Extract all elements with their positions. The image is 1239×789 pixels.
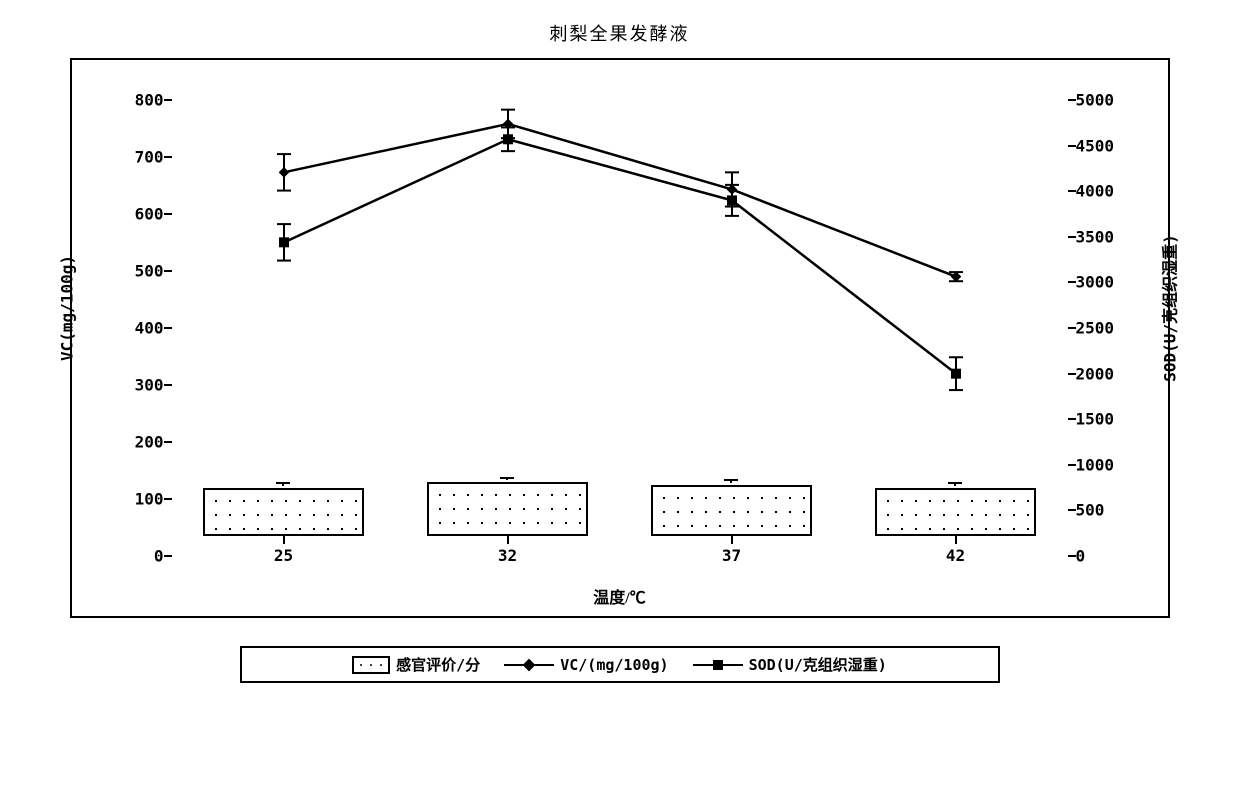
x-tick-mark bbox=[955, 536, 957, 544]
y2-tick-mark bbox=[1068, 464, 1076, 466]
legend-label: SOD(U/克组织湿重) bbox=[749, 654, 887, 675]
y1-tick-label: 800 bbox=[135, 91, 164, 110]
chart-title: 刺梨全果发酵液 bbox=[20, 20, 1219, 46]
y1-tick-label: 100 bbox=[135, 490, 164, 509]
x-tick-label: 32 bbox=[498, 546, 517, 565]
legend-swatch-line-square bbox=[693, 656, 743, 674]
marker-square bbox=[279, 237, 289, 247]
line-series-svg bbox=[172, 80, 1068, 536]
x-tick-mark bbox=[731, 536, 733, 544]
y2-axis: SOD(U/克组织湿重) 050010001500200025003000350… bbox=[1068, 80, 1168, 536]
y1-tick-label: 500 bbox=[135, 262, 164, 281]
legend-label: VC/(mg/100g) bbox=[560, 656, 668, 674]
y1-axis: VC(mg/100g) 0100200300400500600700800 bbox=[72, 80, 172, 536]
y2-tick-label: 4500 bbox=[1076, 136, 1115, 155]
x-tick-mark bbox=[283, 536, 285, 544]
y2-tick-label: 1500 bbox=[1076, 410, 1115, 429]
y2-tick-mark bbox=[1068, 281, 1076, 283]
x-tick-label: 42 bbox=[946, 546, 965, 565]
y1-tick-label: 600 bbox=[135, 205, 164, 224]
y2-tick-label: 3500 bbox=[1076, 227, 1115, 246]
y1-tick-label: 200 bbox=[135, 433, 164, 452]
y2-tick-mark bbox=[1068, 190, 1076, 192]
y1-tick-mark bbox=[164, 555, 172, 557]
bar bbox=[203, 488, 364, 536]
y2-tick-mark bbox=[1068, 555, 1076, 557]
chart-container: 刺梨全果发酵液 VC(mg/100g) 0 100 200 300 400 500 600 7… bbox=[20, 20, 1219, 769]
y1-tick-mark bbox=[164, 441, 172, 443]
y1-tick-mark bbox=[164, 213, 172, 215]
legend-item-bar: 感官评价/分 bbox=[352, 654, 480, 675]
marker-square bbox=[503, 134, 513, 144]
legend: 感官评价/分 VC/(mg/100g) SOD(U/克组织湿重) bbox=[240, 646, 1000, 683]
y2-tick-mark bbox=[1068, 327, 1076, 329]
chart-frame: VC(mg/100g) 0100200300400500600700800 SO… bbox=[70, 58, 1170, 618]
marker-diamond bbox=[278, 167, 289, 178]
plot-area bbox=[172, 80, 1068, 536]
y2-tick-label: 1000 bbox=[1076, 455, 1115, 474]
y2-tick-mark bbox=[1068, 509, 1076, 511]
y1-tick-mark bbox=[164, 327, 172, 329]
y1-tick-label: 300 bbox=[135, 376, 164, 395]
bar bbox=[651, 485, 812, 536]
marker-square bbox=[951, 369, 961, 379]
legend-label: 感官评价/分 bbox=[396, 654, 480, 675]
x-tick-mark bbox=[507, 536, 509, 544]
y1-tick-mark bbox=[164, 498, 172, 500]
y2-tick-mark bbox=[1068, 236, 1076, 238]
x-tick-label: 37 bbox=[722, 546, 741, 565]
series-line bbox=[284, 124, 956, 277]
x-axis-label: 温度/℃ bbox=[593, 584, 645, 608]
y1-tick-mark bbox=[164, 270, 172, 272]
y2-tick-mark bbox=[1068, 418, 1076, 420]
x-tick-label: 25 bbox=[274, 546, 293, 565]
y2-tick-mark bbox=[1068, 373, 1076, 375]
legend-item-vc: VC/(mg/100g) bbox=[504, 654, 668, 675]
y1-tick-label: 700 bbox=[135, 148, 164, 167]
y2-axis-label: SOD(U/克组织湿重) bbox=[1157, 234, 1181, 381]
x-axis: 温度/℃ 25 32 37 42 bbox=[172, 536, 1068, 616]
y1-tick-mark bbox=[164, 156, 172, 158]
y2-tick-label: 4000 bbox=[1076, 182, 1115, 201]
legend-swatch-line-diamond bbox=[504, 656, 554, 674]
series-line bbox=[284, 139, 956, 373]
y2-tick-label: 0 bbox=[1076, 547, 1086, 566]
y1-tick-label: 400 bbox=[135, 319, 164, 338]
y1-axis-label: VC(mg/100g) bbox=[57, 255, 76, 361]
bar bbox=[427, 482, 588, 536]
y2-tick-label: 500 bbox=[1076, 501, 1105, 520]
y2-tick-label: 2500 bbox=[1076, 319, 1115, 338]
y1-tick-mark bbox=[164, 384, 172, 386]
bar bbox=[875, 488, 1036, 536]
y1-tick-mark bbox=[164, 99, 172, 101]
marker-square bbox=[727, 195, 737, 205]
y2-tick-mark bbox=[1068, 99, 1076, 101]
y2-tick-label: 2000 bbox=[1076, 364, 1115, 383]
y1-tick-label: 0 bbox=[154, 547, 164, 566]
legend-item-sod: SOD(U/克组织湿重) bbox=[693, 654, 887, 675]
legend-swatch-bar bbox=[352, 656, 390, 674]
y2-tick-label: 3000 bbox=[1076, 273, 1115, 292]
y2-tick-mark bbox=[1068, 145, 1076, 147]
y2-tick-label: 5000 bbox=[1076, 91, 1115, 110]
